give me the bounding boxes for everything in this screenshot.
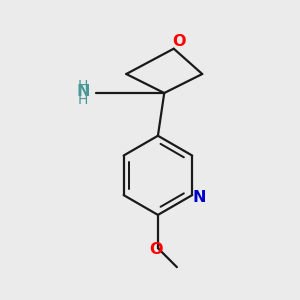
Text: O: O (150, 242, 163, 257)
Text: N: N (77, 84, 91, 99)
Text: H: H (78, 79, 88, 93)
Text: O: O (173, 34, 186, 49)
Text: N: N (192, 190, 206, 205)
Text: H: H (78, 93, 88, 107)
